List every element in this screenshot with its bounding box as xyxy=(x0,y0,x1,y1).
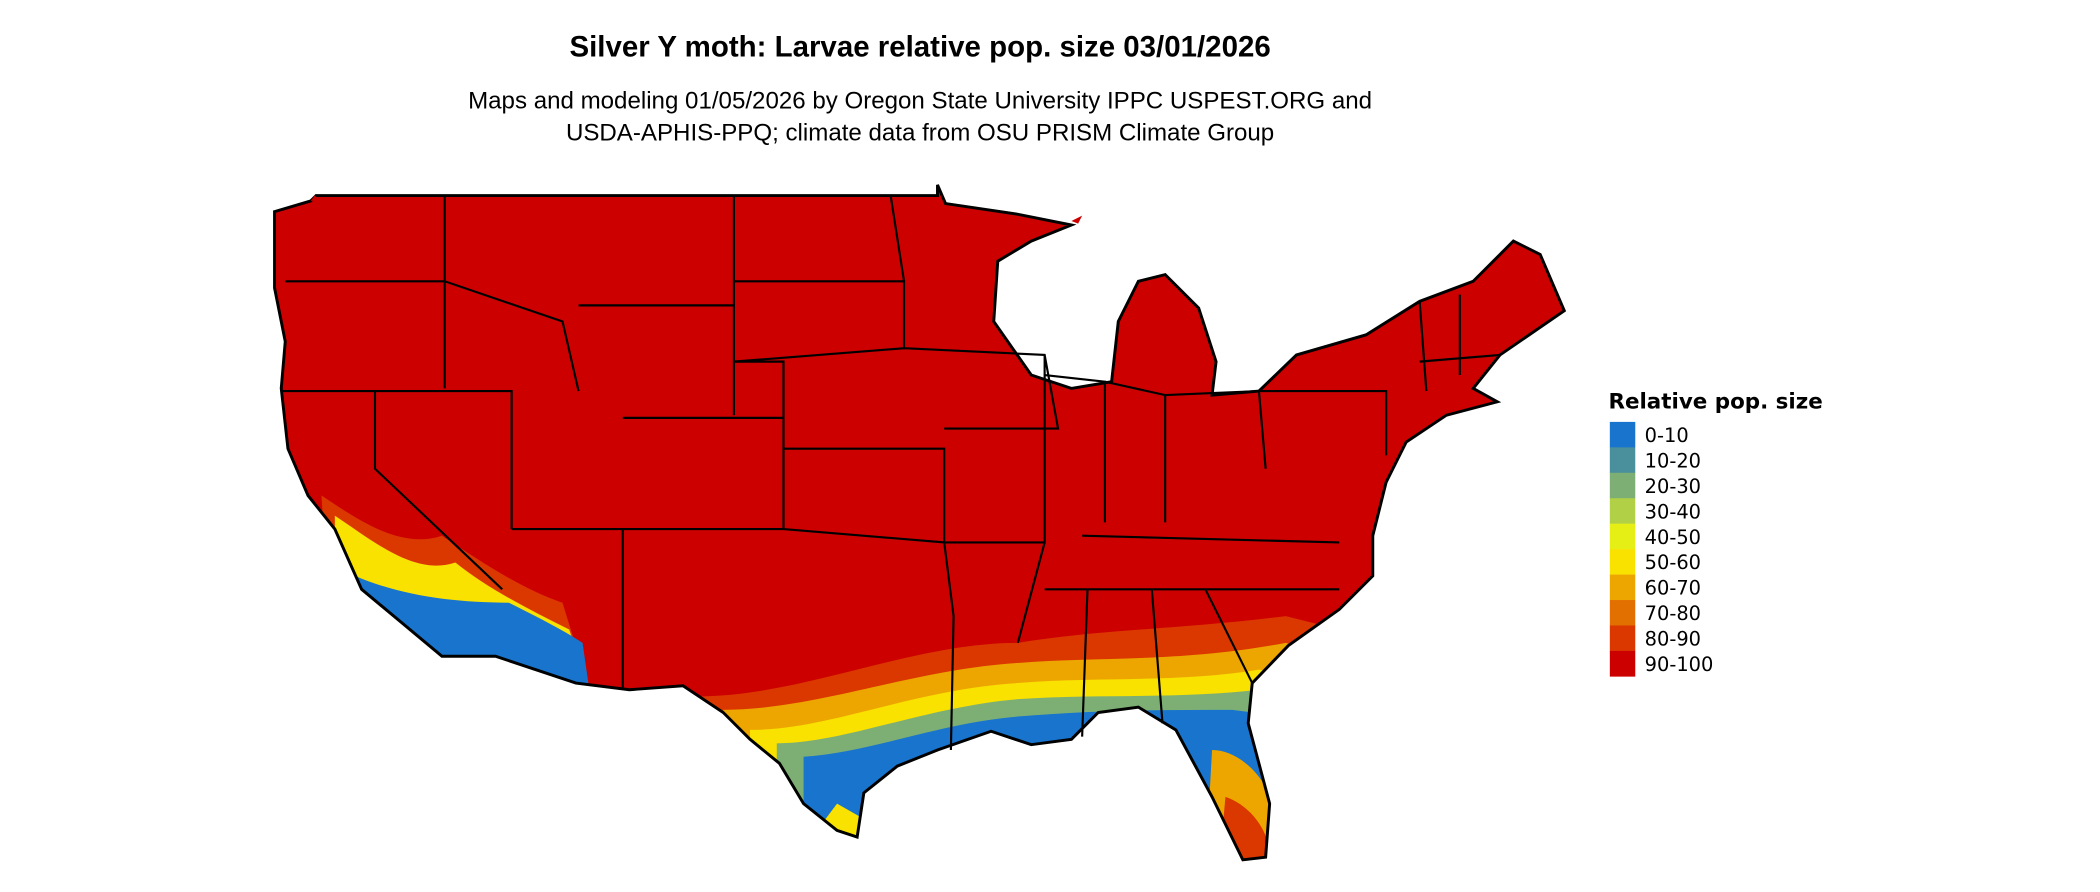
map-subtitle-line2: USDA-APHIS-PPQ; climate data from OSU PR… xyxy=(566,120,1274,147)
legend-label: 10-20 xyxy=(1645,449,1701,472)
legend-label: 80-90 xyxy=(1645,628,1701,651)
legend-swatch-0-10 xyxy=(1609,421,1636,448)
legend-label: 0-10 xyxy=(1645,424,1689,447)
legend-label: 40-50 xyxy=(1645,526,1701,549)
legend-swatch-80-90 xyxy=(1609,625,1636,652)
legend-swatch-30-40 xyxy=(1609,498,1636,524)
us-map xyxy=(273,183,1566,862)
legend-title: Relative pop. size xyxy=(1608,390,1822,415)
legend-swatch-70-80 xyxy=(1609,600,1636,626)
legend-swatch-40-50 xyxy=(1609,523,1636,550)
legend-swatch-20-30 xyxy=(1609,472,1636,499)
legend-label: 90-100 xyxy=(1645,653,1714,676)
legend-swatch-90-100 xyxy=(1609,650,1636,677)
legend-swatch-60-70 xyxy=(1609,574,1636,601)
legend-label: 60-70 xyxy=(1645,577,1701,600)
legend-label: 30-40 xyxy=(1645,500,1701,523)
legend-label: 20-30 xyxy=(1645,475,1701,498)
map-title: Silver Y moth: Larvae relative pop. size… xyxy=(569,30,1270,63)
legend-swatch-50-60 xyxy=(1609,549,1636,575)
map-subtitle-line1: Maps and modeling 01/05/2026 by Oregon S… xyxy=(468,88,1372,115)
state-borders xyxy=(281,195,1501,751)
legend-label: 50-60 xyxy=(1645,551,1701,574)
legend-swatch-10-20 xyxy=(1609,447,1636,474)
legend-label: 70-80 xyxy=(1645,602,1701,625)
